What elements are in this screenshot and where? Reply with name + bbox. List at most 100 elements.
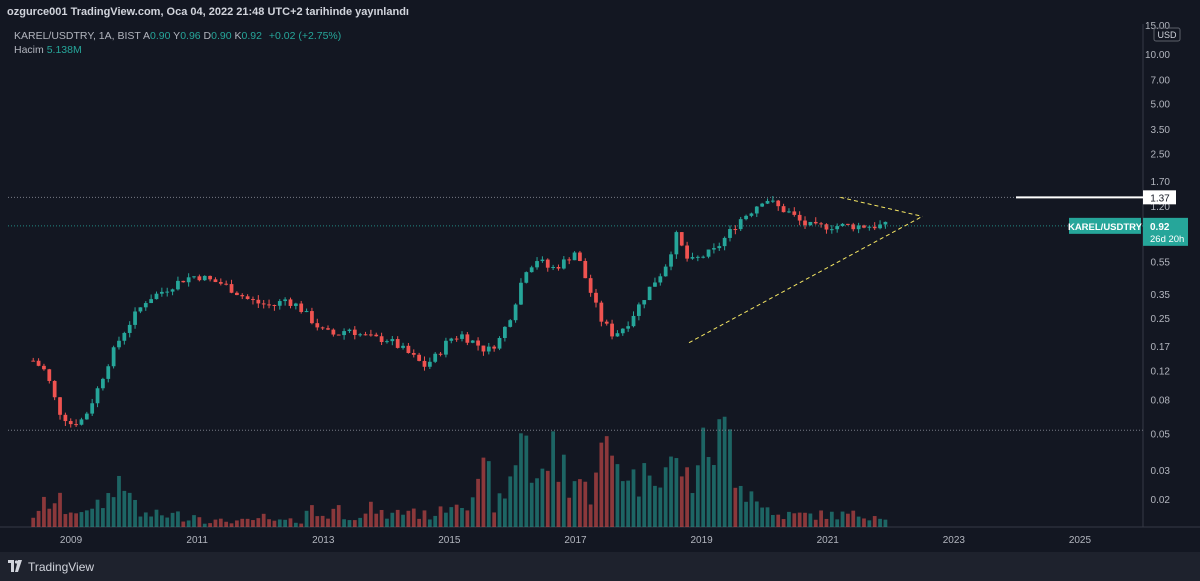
volume-bar	[352, 520, 357, 527]
last-price-tag	[1143, 217, 1188, 246]
price-tick-label: 1.20	[1151, 202, 1171, 213]
candle-body	[690, 257, 695, 259]
candle-body	[588, 278, 593, 293]
candle-body	[304, 311, 309, 313]
volume-bar	[647, 475, 652, 527]
volume-bar	[235, 520, 239, 527]
volume-bar	[674, 458, 679, 527]
volume-bar	[422, 510, 427, 527]
time-tick-label: 2013	[312, 535, 335, 546]
volume-bar	[690, 493, 695, 527]
volume-bar	[813, 519, 818, 527]
volume-bar	[229, 523, 234, 527]
volume-bar	[744, 501, 748, 527]
candle-body	[567, 259, 572, 261]
candle-body	[213, 279, 218, 283]
volume-bar	[851, 510, 856, 527]
candle-body	[481, 345, 486, 352]
volume-bar	[481, 457, 486, 527]
candle-body	[176, 280, 180, 290]
candle-body	[52, 380, 57, 398]
volume-bar	[503, 498, 507, 527]
candle-body	[583, 260, 588, 279]
candle-body	[106, 366, 111, 379]
price-tick-label: 10.00	[1145, 50, 1170, 61]
candle-body	[503, 326, 507, 338]
volume-bar	[631, 469, 636, 527]
volume-bar	[470, 497, 475, 527]
candle-body	[101, 378, 105, 389]
volume-bar	[867, 520, 872, 527]
volume-bar	[336, 505, 341, 527]
candle-body	[765, 200, 770, 204]
volume-bar	[293, 522, 298, 527]
volume-bar	[556, 481, 561, 527]
volume-bar	[251, 520, 255, 527]
volume-bar	[267, 519, 271, 527]
price-tick-label: 2.50	[1151, 149, 1171, 160]
volume-bar	[454, 504, 459, 527]
candle-body	[79, 419, 84, 425]
volume-bar	[695, 465, 700, 527]
volume-bars	[31, 416, 888, 527]
volume-bar	[572, 481, 577, 527]
candle-body	[792, 211, 797, 215]
volume-bar	[642, 463, 647, 527]
volume-bar	[261, 513, 266, 527]
volume-bar	[181, 521, 186, 527]
candle-body	[572, 252, 577, 261]
volume-bar	[186, 520, 191, 527]
volume-bar	[760, 507, 765, 527]
candle-body	[669, 254, 673, 267]
candle-body	[626, 326, 631, 329]
candle-body	[636, 304, 641, 316]
candle-body	[781, 206, 786, 213]
volume-bar	[74, 513, 78, 527]
volume-bar	[465, 510, 470, 527]
volume-bar	[878, 518, 882, 527]
candle-body	[122, 332, 127, 341]
candle-body	[465, 334, 470, 343]
candle-body	[117, 340, 121, 348]
volume-bar	[583, 481, 588, 527]
candle-body	[551, 266, 555, 268]
high-value: 0.96	[180, 30, 201, 42]
level-price-tag	[1143, 190, 1176, 205]
volume-bar	[701, 427, 706, 527]
volume-bar	[792, 513, 797, 527]
candle-body	[862, 225, 866, 228]
candle-body	[138, 307, 143, 312]
candle-body	[74, 424, 78, 426]
volume-bar	[127, 492, 132, 527]
volume-value: 5.138M	[46, 44, 82, 56]
price-tick-label: 0.05	[1151, 429, 1171, 440]
candle-body	[797, 214, 802, 221]
volume-bar	[245, 518, 250, 527]
candle-body	[497, 337, 502, 349]
triangle-lower-trendline	[688, 215, 923, 344]
volume-bar	[68, 512, 73, 527]
volume-bar	[663, 467, 668, 527]
volume-bar	[835, 519, 840, 527]
candle-body	[535, 261, 539, 268]
candle-body	[36, 360, 41, 366]
candle-body	[642, 300, 647, 305]
candle-body	[310, 311, 314, 324]
volume-bar	[685, 467, 689, 527]
volume-bar	[529, 482, 534, 527]
candle-body	[492, 346, 497, 349]
volume-bar	[872, 516, 877, 527]
volume-bar	[610, 455, 614, 527]
candle-body	[315, 323, 320, 328]
candle-body	[695, 256, 700, 258]
price-chart[interactable]: 15.00 10.00 7.00 5.00 3.50 2.50 1.70 1.20 0.55 0.…	[0, 0, 1200, 552]
volume-bar	[149, 516, 154, 527]
candle-body	[369, 334, 373, 336]
candle-body	[819, 223, 823, 225]
candle-body	[133, 311, 137, 325]
candle-body	[267, 304, 271, 306]
candle-body	[712, 248, 716, 250]
candle-body	[674, 232, 679, 255]
volume-bar	[438, 506, 443, 527]
candle-body	[840, 223, 845, 227]
